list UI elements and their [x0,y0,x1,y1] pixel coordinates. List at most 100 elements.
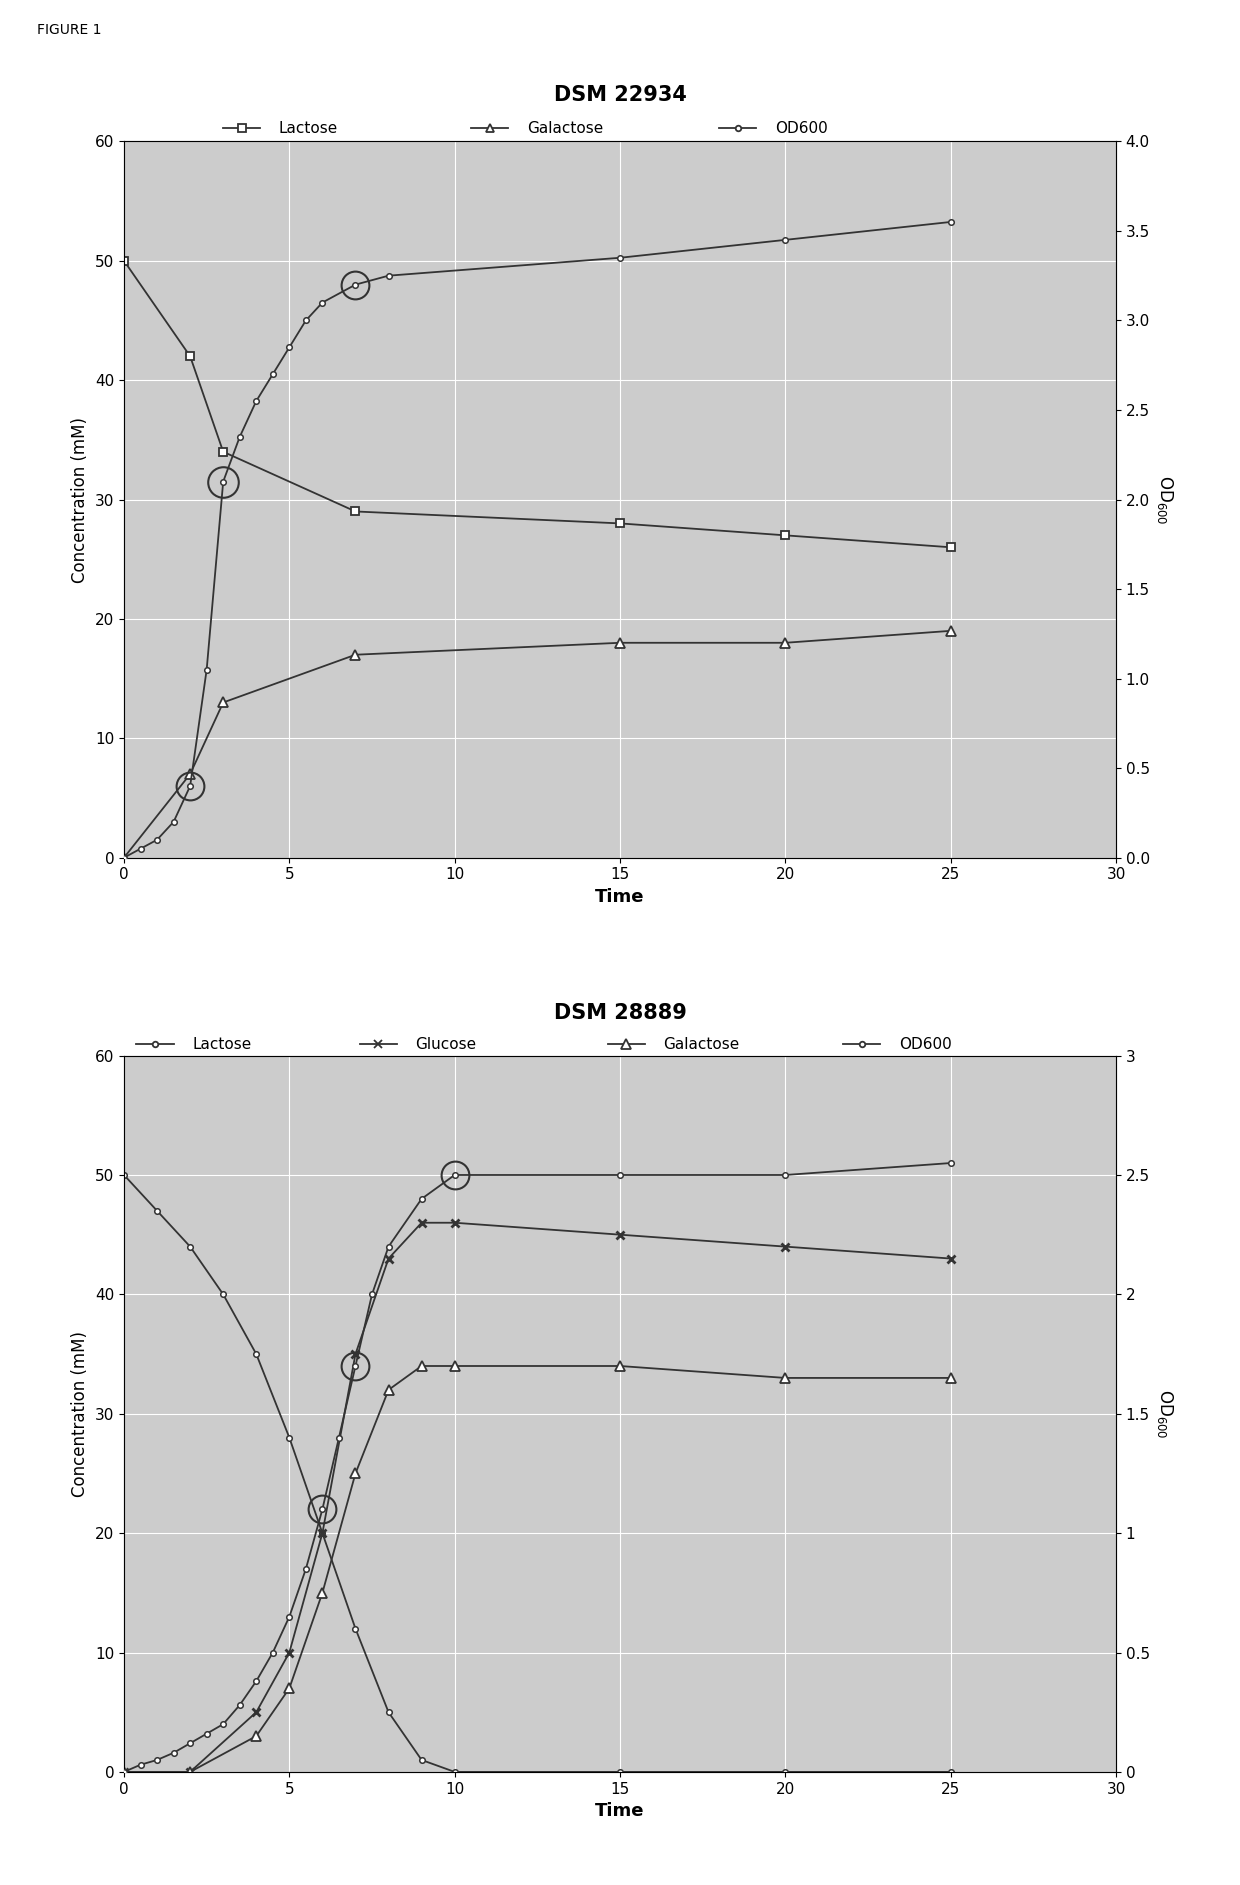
Galactose [944,620,959,643]
Lactose [777,524,792,547]
Glucose [613,1223,627,1246]
Galactose [414,1355,429,1378]
Y-axis label: Concentration (mM): Concentration (mM) [72,1331,89,1497]
OD600 [331,1427,346,1450]
Galactose [381,1378,396,1401]
Lactose [281,1427,296,1450]
OD600 [613,247,627,270]
Lactose [182,345,197,368]
OD600 [315,290,330,313]
OD600 [216,1713,231,1736]
Y-axis label: OD$_{600}$: OD$_{600}$ [1154,1389,1174,1438]
Lactose [249,1342,264,1365]
OD600 [944,1152,959,1174]
Line: Galactose: Galactose [119,626,956,863]
OD600 [117,846,131,869]
OD600 [348,1355,363,1378]
Line: Lactose: Lactose [122,1172,954,1774]
Galactose [281,1678,296,1700]
Line: Lactose: Lactose [120,256,955,552]
OD600 [365,1284,379,1306]
Galactose [315,1582,330,1604]
Galactose [117,846,131,869]
Galactose [613,631,627,654]
OD600 [281,336,296,358]
OD600 [216,469,231,492]
Lactose [777,1761,792,1783]
Lactose [216,441,231,464]
Lactose [348,1617,363,1640]
OD600 [265,362,280,385]
Galactose [613,1355,627,1378]
Galactose [777,631,792,654]
OD600 [150,1749,165,1772]
Glucose [777,1235,792,1257]
OD600 [133,837,148,860]
OD600 [613,1163,627,1186]
OD600 [117,1761,131,1783]
OD600 [166,811,181,833]
Text: Galactose: Galactose [663,1037,739,1052]
OD600 [150,828,165,850]
Text: FIGURE 1: FIGURE 1 [37,23,102,36]
X-axis label: Time: Time [595,888,645,907]
OD600 [249,390,264,413]
Galactose [249,1725,264,1747]
Glucose [182,1761,197,1783]
Galactose [117,1761,131,1783]
Text: OD600: OD600 [899,1037,952,1052]
Lactose [944,535,959,558]
Text: Glucose: Glucose [415,1037,476,1052]
Galactose [216,692,231,714]
OD600 [381,264,396,287]
Lactose [216,1284,231,1306]
Lactose [315,1521,330,1544]
Lactose [117,249,131,271]
Lactose [348,500,363,522]
X-axis label: Time: Time [595,1802,645,1821]
Line: Glucose: Glucose [120,1218,955,1776]
OD600 [944,211,959,234]
Glucose [249,1700,264,1723]
Lactose [150,1199,165,1221]
Line: OD600: OD600 [122,219,954,860]
Glucose [448,1212,463,1235]
OD600 [133,1753,148,1776]
Lactose [448,1761,463,1783]
Lactose [613,1761,627,1783]
Galactose [348,643,363,665]
Text: DSM 22934: DSM 22934 [553,85,687,106]
Galactose [182,763,197,786]
Glucose [117,1761,131,1783]
OD600 [777,1163,792,1186]
OD600 [777,228,792,251]
Y-axis label: Concentration (mM): Concentration (mM) [72,417,89,582]
Lactose [182,1235,197,1257]
Galactose [944,1367,959,1389]
OD600 [281,1606,296,1629]
Glucose [944,1248,959,1270]
Lactose [381,1700,396,1723]
OD600 [315,1499,330,1521]
OD600 [448,1163,463,1186]
OD600 [381,1235,396,1257]
Glucose [281,1642,296,1664]
Galactose [348,1463,363,1485]
Text: Galactose: Galactose [527,121,603,136]
Text: OD600: OD600 [775,121,828,136]
OD600 [182,775,197,797]
OD600 [200,1723,215,1746]
Line: OD600: OD600 [122,1161,954,1774]
Text: DSM 28889: DSM 28889 [553,1003,687,1024]
Glucose [315,1521,330,1544]
Glucose [414,1212,429,1235]
Galactose [777,1367,792,1389]
OD600 [200,658,215,680]
OD600 [249,1670,264,1693]
OD600 [182,1732,197,1755]
Y-axis label: OD$_{600}$: OD$_{600}$ [1154,475,1176,524]
Lactose [117,1163,131,1186]
OD600 [414,1188,429,1210]
Galactose [448,1355,463,1378]
Lactose [944,1761,959,1783]
